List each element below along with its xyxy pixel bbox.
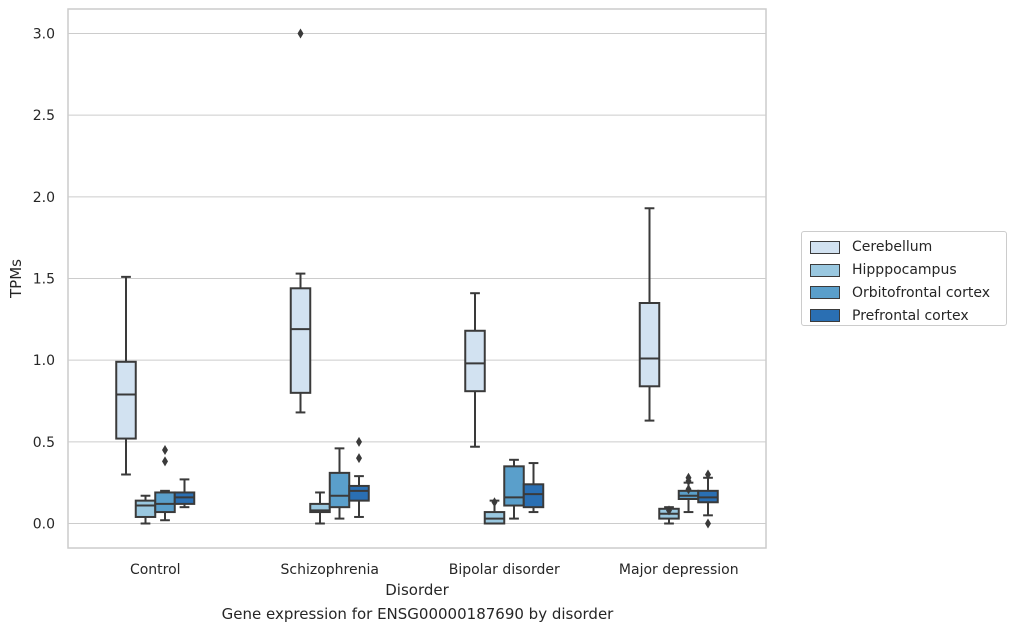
legend-swatch <box>810 240 840 254</box>
box <box>464 329 486 393</box>
x-tick-label: Schizophrenia <box>281 562 379 578</box>
box <box>328 471 351 509</box>
legend-item: Prefrontal cortex <box>810 304 1006 327</box>
box <box>638 302 661 388</box>
x-axis-label: Disorder <box>385 581 449 599</box>
legend-swatch <box>810 309 840 323</box>
y-tick-label: 2.5 <box>33 108 55 124</box>
y-axis-label: TPMs <box>7 259 25 299</box>
legend-label: Cerebellum <box>852 239 933 256</box>
outlier-point <box>356 453 362 464</box>
x-tick-label: Control <box>130 562 181 578</box>
box <box>115 360 137 440</box>
legend-swatch <box>810 286 840 300</box>
chart-caption: Gene expression for ENSG00000187690 by d… <box>221 605 614 623</box>
box <box>134 499 157 518</box>
outlier-point <box>666 505 672 516</box>
outlier-point <box>685 484 692 495</box>
outlier-point <box>297 28 304 39</box>
y-tick-label: 2.0 <box>33 190 55 206</box>
legend-label: Hipppocampus <box>852 262 957 279</box>
outlier-point <box>705 469 711 480</box>
outlier-point <box>491 497 498 508</box>
plot-frame <box>67 8 767 549</box>
y-tick-label: 1.0 <box>33 353 55 369</box>
legend-item: Hipppocampus <box>810 259 1006 282</box>
box <box>522 483 545 509</box>
outlier-point <box>162 456 168 467</box>
y-tick-label: 1.5 <box>33 272 55 288</box>
outlier-point <box>685 472 692 483</box>
y-tick-label: 0.0 <box>33 517 55 533</box>
y-tick-label: 0.5 <box>33 435 55 451</box>
y-tick-label: 3.0 <box>33 27 55 43</box>
chart-legend: Cerebellum Hipppocampus Orbitofrontal cort… <box>801 231 1007 326</box>
legend-item: Cerebellum <box>810 236 1006 259</box>
outlier-point <box>162 445 168 455</box>
outlier-point <box>705 518 711 529</box>
legend-swatch <box>810 263 840 277</box>
legend-label: Orbitofrontal cortex <box>852 284 990 301</box>
x-tick-label: Major depression <box>619 562 739 578</box>
x-tick-label: Bipolar disorder <box>449 562 560 578</box>
box <box>289 287 312 394</box>
box <box>348 484 370 502</box>
box <box>503 465 525 507</box>
box <box>154 491 176 514</box>
legend-label: Prefrontal cortex <box>852 307 969 324</box>
legend-item: Orbitofrontal cortex <box>810 282 1006 305</box>
outlier-point <box>356 436 362 447</box>
